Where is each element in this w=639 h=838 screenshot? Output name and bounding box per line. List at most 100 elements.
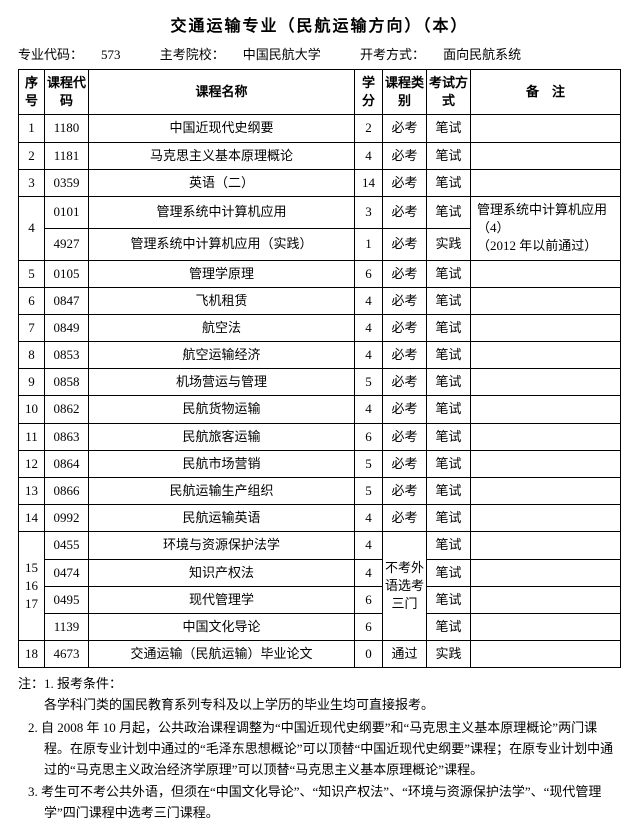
cell-type: 必考 xyxy=(383,450,427,477)
cell-name: 中国近现代史纲要 xyxy=(89,115,355,142)
cell-remark xyxy=(471,115,621,142)
cell-credit: 4 xyxy=(355,396,383,423)
cell-seq: 18 xyxy=(19,641,45,668)
cell-mode: 笔试 xyxy=(427,260,471,287)
cell-credit: 4 xyxy=(355,559,383,586)
cell-mode: 笔试 xyxy=(427,369,471,396)
col-remark: 备 注 xyxy=(471,70,621,115)
cell-mode: 笔试 xyxy=(427,586,471,613)
cell-remark xyxy=(471,641,621,668)
cell-seq: 2 xyxy=(19,142,45,169)
table-row: 0474 知识产权法 4 笔试 xyxy=(19,559,621,586)
major-code: 573 xyxy=(101,47,121,62)
cell-type: 必考 xyxy=(383,505,427,532)
note-1-prefix: 1. xyxy=(44,676,57,691)
cell-credit: 5 xyxy=(355,450,383,477)
cell-remark xyxy=(471,169,621,196)
cell-seq: 10 xyxy=(19,396,45,423)
cell-type: 不考外语选考三门 xyxy=(383,532,427,641)
cell-name: 马克思主义基本原理概论 xyxy=(89,142,355,169)
cell-seq: 15 16 17 xyxy=(19,532,45,641)
cell-seq: 3 xyxy=(19,169,45,196)
cell-mode: 笔试 xyxy=(427,342,471,369)
col-credit: 学分 xyxy=(355,70,383,115)
cell-credit: 6 xyxy=(355,260,383,287)
page-title: 交通运输专业（民航运输方向）（本） xyxy=(18,12,621,36)
notes-label: 注： xyxy=(18,676,44,691)
note-3-prefix: 3. xyxy=(28,784,41,799)
school-label: 主考院校： xyxy=(160,47,225,62)
cell-code: 1181 xyxy=(45,142,89,169)
table-row: 2 1181 马克思主义基本原理概论 4 必考 笔试 xyxy=(19,142,621,169)
cell-type: 通过 xyxy=(383,641,427,668)
cell-type: 必考 xyxy=(383,115,427,142)
cell-remark xyxy=(471,532,621,559)
cell-name: 航空运输经济 xyxy=(89,342,355,369)
note-1-title: 报考条件： xyxy=(57,676,122,691)
cell-remark xyxy=(471,450,621,477)
table-row: 100862民航货物运输4必考笔试 xyxy=(19,396,621,423)
cell-type: 必考 xyxy=(383,423,427,450)
cell-remark xyxy=(471,423,621,450)
note-1-body: 各学科门类的国民教育系列专科及以上学历的毕业生均可直接报考。 xyxy=(44,695,621,716)
col-mode: 考试方式 xyxy=(427,70,471,115)
cell-name: 机场营运与管理 xyxy=(89,369,355,396)
method-value: 面向民航系统 xyxy=(443,47,521,62)
col-type: 课程类别 xyxy=(383,70,427,115)
cell-type: 必考 xyxy=(383,142,427,169)
cell-mode: 笔试 xyxy=(427,115,471,142)
cell-credit: 4 xyxy=(355,505,383,532)
cell-code: 1139 xyxy=(45,613,89,640)
cell-seq: 12 xyxy=(19,450,45,477)
cell-mode: 笔试 xyxy=(427,613,471,640)
cell-seq: 9 xyxy=(19,369,45,396)
cell-name: 民航货物运输 xyxy=(89,396,355,423)
cell-credit: 2 xyxy=(355,115,383,142)
cell-credit: 4 xyxy=(355,287,383,314)
cell-credit: 4 xyxy=(355,342,383,369)
cell-type: 必考 xyxy=(383,260,427,287)
cell-credit: 0 xyxy=(355,641,383,668)
cell-name: 航空法 xyxy=(89,314,355,341)
cell-mode: 笔试 xyxy=(427,314,471,341)
cell-credit: 3 xyxy=(355,196,383,228)
table-row: 70849航空法4必考笔试 xyxy=(19,314,621,341)
table-header-row: 序号 课程代码 课程名称 学分 课程类别 考试方式 备 注 xyxy=(19,70,621,115)
col-name: 课程名称 xyxy=(89,70,355,115)
cell-seq: 13 xyxy=(19,478,45,505)
table-row: 4 0101 管理系统中计算机应用 3 必考 笔试 管理系统中计算机应用（4） … xyxy=(19,196,621,228)
cell-credit: 4 xyxy=(355,314,383,341)
cell-type: 必考 xyxy=(383,396,427,423)
cell-credit: 4 xyxy=(355,532,383,559)
cell-remark xyxy=(471,342,621,369)
table-row: 120864民航市场营销5必考笔试 xyxy=(19,450,621,477)
cell-code: 1180 xyxy=(45,115,89,142)
cell-name: 民航运输英语 xyxy=(89,505,355,532)
cell-name: 民航运输生产组织 xyxy=(89,478,355,505)
cell-code: 0495 xyxy=(45,586,89,613)
table-row: 130866民航运输生产组织5必考笔试 xyxy=(19,478,621,505)
table-row: 18 4673 交通运输（民航运输）毕业论文 0 通过 实践 xyxy=(19,641,621,668)
notes-block: 注：1. 报考条件： 各学科门类的国民教育系列专科及以上学历的毕业生均可直接报考… xyxy=(18,674,621,824)
cell-seq: 11 xyxy=(19,423,45,450)
cell-code: 4673 xyxy=(45,641,89,668)
cell-code: 0862 xyxy=(45,396,89,423)
note-3-body: 考生可不考公共外语，但须在“中国文化导论”、“知识产权法”、“环境与资源保护法学… xyxy=(41,784,601,820)
cell-type: 必考 xyxy=(383,314,427,341)
cell-remark xyxy=(471,559,621,586)
cell-code: 0853 xyxy=(45,342,89,369)
cell-name: 中国文化导论 xyxy=(89,613,355,640)
cell-name: 民航市场营销 xyxy=(89,450,355,477)
cell-name: 民航旅客运输 xyxy=(89,423,355,450)
table-row: 15 16 17 0455 环境与资源保护法学 4 不考外语选考三门 笔试 xyxy=(19,532,621,559)
cell-remark xyxy=(471,505,621,532)
table-row: 0495 现代管理学 6 笔试 xyxy=(19,586,621,613)
cell-code: 0474 xyxy=(45,559,89,586)
cell-seq: 1 xyxy=(19,115,45,142)
cell-type: 必考 xyxy=(383,287,427,314)
cell-remark xyxy=(471,287,621,314)
course-table: 序号 课程代码 课程名称 学分 课程类别 考试方式 备 注 1 1180 中国近… xyxy=(18,69,621,668)
cell-credit: 6 xyxy=(355,613,383,640)
cell-remark xyxy=(471,142,621,169)
sub-info-line: 专业代码：573 主考院校：中国民航大学 开考方式：面向民航系统 xyxy=(18,44,621,63)
